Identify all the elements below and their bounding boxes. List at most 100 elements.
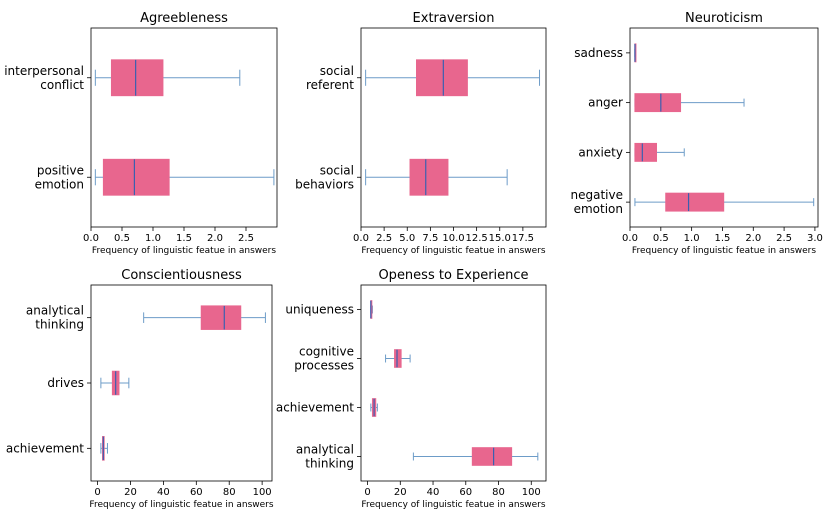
x-tick-label: 60 (459, 487, 472, 498)
y-tick-label: drives (47, 376, 84, 390)
y-tick-label: thinking (305, 457, 354, 471)
chart-title: Openess to Experience (378, 268, 528, 283)
x-axis-label: Frequency of linguistic featue in answer… (361, 500, 545, 510)
chart-title: Neuroticism (685, 11, 763, 26)
chart-title: Conscientiousness (121, 268, 242, 283)
box-achievement: achievement (6, 436, 108, 461)
y-tick-label: analytical (296, 443, 354, 457)
x-tick-label: 0.0 (622, 233, 638, 244)
box-sadness: sadness (574, 43, 637, 63)
x-tick-label: 1.0 (684, 233, 700, 244)
chart-panel-5: Openess to Experience 0 20 40 60 80 100 Frequen… (276, 268, 547, 510)
y-tick-label: anger (588, 96, 623, 110)
y-tick-label: emotion (574, 202, 623, 216)
x-tick-label: 20 (124, 487, 137, 498)
x-tick-label: 0.0 (353, 233, 369, 244)
x-tick-label: 3.0 (807, 233, 823, 244)
x-tick-label: 10.0 (442, 233, 464, 244)
box-drives: drives (47, 370, 130, 396)
x-tick-label: 40 (427, 487, 440, 498)
x-axis-label: Frequency of linguistic featue in answer… (92, 246, 276, 256)
x-tick-label: 0.5 (114, 233, 130, 244)
box-anger: anger (588, 93, 745, 113)
y-tick-label: anxiety (578, 145, 623, 159)
y-tick-label: referent (306, 78, 354, 92)
y-tick-label: analytical (26, 304, 84, 318)
x-tick-label: 2.5 (238, 233, 254, 244)
x-tick-label: 0.5 (653, 233, 669, 244)
iqr-box (634, 93, 682, 113)
plot-frame (360, 284, 547, 482)
x-axis-label: Frequency of linguistic featue in answer… (89, 500, 273, 510)
x-tick-label: 80 (492, 487, 505, 498)
iqr-box (416, 59, 468, 97)
x-tick-label: 100 (522, 487, 541, 498)
chart-panel-1: Agreebleness 0.0 0.5 1.0 1.5 2.0 2.5 Frequency … (4, 11, 278, 256)
x-tick-label: 40 (157, 487, 170, 498)
iqr-box (634, 142, 658, 162)
x-tick-label: 2.0 (745, 233, 761, 244)
y-tick-label: achievement (276, 401, 354, 415)
chart-panel-3: Neuroticism 0.0 0.5 1.0 1.5 2.0 2.5 3.0 Frequenc… (571, 11, 823, 256)
y-tick-label: behaviors (295, 177, 354, 191)
iqr-box (102, 158, 170, 196)
y-tick-label: cognitive (299, 345, 354, 359)
x-tick-label: 5.0 (399, 233, 415, 244)
x-tick-label: 2.5 (776, 233, 792, 244)
y-tick-label: social (320, 163, 354, 177)
y-tick-label: interpersonal (4, 64, 84, 78)
x-tick-label: 12.5 (465, 233, 487, 244)
iqr-box (200, 305, 242, 330)
chart-panel-4: Conscientiousness 0 20 40 60 80 100 Frequency o… (6, 268, 274, 510)
x-tick-label: 2.0 (207, 233, 223, 244)
y-tick-label: processes (294, 359, 354, 373)
y-tick-label: negative (571, 188, 623, 202)
x-tick-label: 80 (223, 487, 236, 498)
x-tick-label: 7.5 (422, 233, 438, 244)
y-tick-label: sadness (574, 46, 623, 60)
x-tick-label: 15.0 (489, 233, 511, 244)
x-tick-label: 17.5 (512, 233, 534, 244)
chart-panel-2: Extraversion 0.0 2.5 5.0 7.5 10.0 12.5 15.0 17.5… (295, 11, 547, 256)
x-tick-label: 0 (94, 487, 100, 498)
x-tick-label: 100 (253, 487, 272, 498)
y-tick-label: uniqueness (285, 303, 354, 317)
chart-title: Agreebleness (140, 11, 228, 26)
y-tick-label: emotion (35, 177, 84, 191)
x-tick-label: 1.5 (176, 233, 192, 244)
x-tick-label: 0 (364, 487, 370, 498)
iqr-box (665, 192, 725, 212)
iqr-box (110, 59, 164, 97)
box-uniqueness: uniqueness (285, 300, 373, 319)
x-tick-label: 20 (394, 487, 407, 498)
plot-frame (629, 27, 819, 228)
x-axis-label: Frequency of linguistic featue in answer… (361, 246, 545, 256)
x-tick-label: 1.5 (715, 233, 731, 244)
y-tick-label: positive (37, 163, 84, 177)
x-tick-label: 2.5 (376, 233, 392, 244)
y-tick-label: conflict (40, 78, 84, 92)
box-anxiety: anxiety (578, 142, 685, 162)
plot-frame (360, 27, 547, 228)
box-achievement: achievement (276, 398, 378, 417)
plot-frame (90, 27, 278, 228)
chart-title: Extraversion (413, 11, 495, 26)
x-tick-label: 0.0 (83, 233, 99, 244)
iqr-box (471, 447, 513, 466)
x-tick-label: 1.0 (145, 233, 161, 244)
y-tick-label: social (320, 64, 354, 78)
y-tick-label: achievement (6, 441, 84, 455)
iqr-box (394, 349, 402, 368)
x-axis-label: Frequency of linguistic featue in answer… (632, 246, 816, 256)
y-tick-label: thinking (35, 318, 84, 332)
iqr-box (409, 158, 449, 196)
